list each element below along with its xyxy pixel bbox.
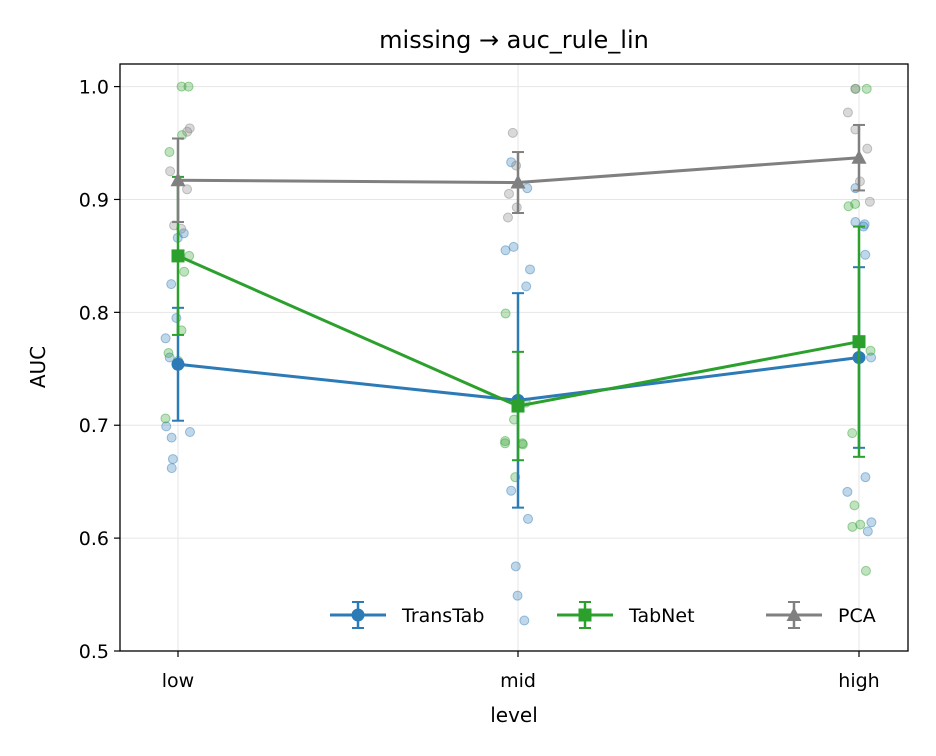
data-point <box>166 279 177 290</box>
legend-marker <box>351 608 365 622</box>
data-point <box>182 126 193 137</box>
data-point <box>184 427 195 438</box>
data-point <box>502 212 513 223</box>
data-point <box>842 486 853 497</box>
data-point <box>183 81 194 92</box>
data-point <box>176 130 187 141</box>
data-point <box>506 485 517 496</box>
data-point <box>166 432 177 443</box>
x-tick-label: high <box>838 670 879 692</box>
data-point <box>160 333 171 344</box>
data-point <box>866 517 877 528</box>
data-point <box>506 157 517 168</box>
data-point <box>860 565 871 576</box>
legend-label: PCA <box>838 605 876 627</box>
data-point <box>176 81 187 92</box>
data-point <box>850 83 861 94</box>
data-point <box>503 188 514 199</box>
chart-title: missing → auc_rule_lin <box>379 26 649 54</box>
series-marker <box>171 249 185 263</box>
data-point <box>508 241 519 252</box>
data-point <box>850 83 861 94</box>
legend: TransTab TabNet PCA <box>330 601 876 629</box>
data-point <box>164 147 175 158</box>
data-point <box>165 166 176 177</box>
y-tick-label: 1.0 <box>79 77 109 99</box>
x-axis-label: level <box>490 703 538 727</box>
series-marker <box>510 174 526 189</box>
legend-label: TransTab <box>401 605 484 627</box>
data-point <box>182 184 193 195</box>
series-marker <box>171 357 185 371</box>
data-point <box>866 352 877 363</box>
y-tick-label: 0.9 <box>79 189 109 211</box>
series-marker <box>170 172 186 187</box>
data-point <box>850 198 861 209</box>
data-point <box>171 312 182 323</box>
data-point <box>184 123 195 134</box>
data-point <box>500 436 511 447</box>
y-axis-label: AUC <box>26 346 50 388</box>
legend-marker <box>786 607 802 621</box>
data-point <box>161 421 172 432</box>
legend-label: TabNet <box>628 605 695 627</box>
data-point <box>843 201 854 212</box>
data-point <box>523 513 534 524</box>
data-point <box>864 196 875 207</box>
data-point <box>862 143 873 154</box>
x-tick-label: mid <box>500 670 536 692</box>
data-point <box>861 83 872 94</box>
data-point <box>512 590 523 601</box>
data-point <box>860 472 871 483</box>
series-marker <box>852 335 866 349</box>
legend-marker <box>578 608 592 622</box>
data-point <box>500 308 511 319</box>
y-tick-label: 0.7 <box>79 415 109 437</box>
data-point <box>849 500 860 511</box>
data-point <box>847 428 858 439</box>
y-tick-label: 0.6 <box>79 528 109 550</box>
data-point <box>510 561 521 572</box>
data-point <box>511 160 522 171</box>
data-point <box>178 228 189 239</box>
data-point <box>860 249 871 260</box>
data-point <box>166 463 177 474</box>
data-point <box>519 615 530 626</box>
y-tick-label: 0.5 <box>79 641 109 663</box>
data-point <box>855 519 866 530</box>
y-tick-label: 0.8 <box>79 302 109 324</box>
data-point <box>164 352 175 363</box>
scatter-points <box>160 81 877 626</box>
series-marker <box>511 399 525 413</box>
plot-frame <box>119 63 909 652</box>
data-point <box>507 127 518 138</box>
data-point <box>862 526 873 537</box>
data-point <box>163 347 174 358</box>
x-tick-label: low <box>162 670 194 692</box>
data-point <box>179 266 190 277</box>
data-point <box>842 107 853 118</box>
data-point <box>847 521 858 532</box>
data-point <box>517 439 528 450</box>
series-marker <box>851 149 867 164</box>
series-lines <box>170 123 867 509</box>
axes: 0.5 0.6 0.7 0.8 0.9 1.0 low mid high <box>79 63 909 692</box>
data-point <box>500 245 511 256</box>
data-point <box>500 438 511 449</box>
data-point <box>865 345 876 356</box>
data-point <box>167 454 178 465</box>
data-point <box>521 281 532 292</box>
data-point <box>850 217 861 228</box>
data-point <box>160 413 171 424</box>
data-point <box>525 264 536 275</box>
